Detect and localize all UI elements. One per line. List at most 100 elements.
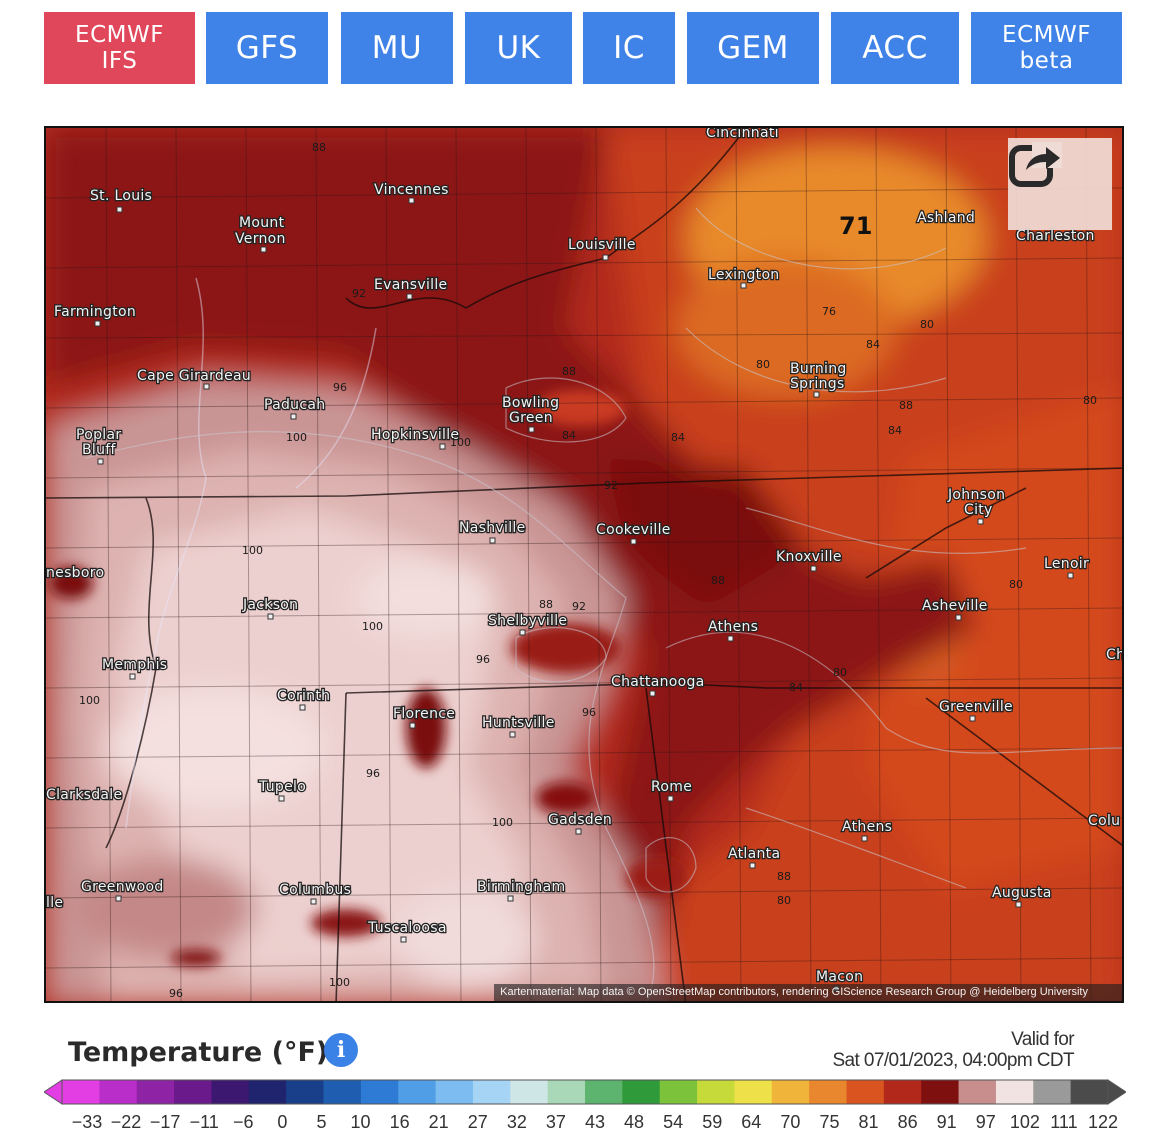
colorbar-tick-label: 59 [702, 1112, 723, 1132]
colorbar-cell [472, 1080, 511, 1104]
valid-for-label: Valid for [1011, 1029, 1074, 1050]
tab-label-line1: ECMWF [75, 22, 164, 48]
city-label: Springs [790, 376, 845, 392]
city-marker [290, 413, 297, 420]
colorbar-cell [510, 1080, 549, 1104]
tab-ecmwf-ifs[interactable]: ECMWF IFS [44, 12, 195, 84]
city-marker [519, 629, 526, 636]
temperature-field [46, 128, 1122, 1001]
city-marker [115, 895, 122, 902]
colorbar-cell [958, 1080, 997, 1104]
tab-mu[interactable]: MU [341, 12, 453, 84]
colorbar-cell [771, 1080, 810, 1104]
contour-label: 88 [539, 598, 553, 611]
colorbar-tick-label: 97 [975, 1112, 996, 1132]
city-marker [409, 722, 416, 729]
city-label: Birmingham [477, 879, 565, 895]
tab-ic[interactable]: IC [583, 12, 675, 84]
contour-label: 76 [822, 305, 836, 318]
city-label: Mount [239, 215, 285, 231]
colorbar-tick-label: 91 [936, 1112, 957, 1132]
city-label: Charleston [1016, 228, 1095, 244]
share-icon [1009, 142, 1062, 187]
contour-label: 80 [1009, 578, 1023, 591]
tab-label: ACC [862, 30, 928, 66]
city-label: Evansville [374, 277, 447, 293]
contour-label: 80 [833, 666, 847, 679]
city-label: Jackson [242, 597, 298, 613]
colorbar-tick-label: 10 [350, 1112, 371, 1132]
contour-label: 84 [866, 338, 880, 351]
city-marker [408, 197, 415, 204]
colorbar-cell [846, 1080, 885, 1104]
city-labels: Cincinnati St. Louis Vincennes Mount Ver… [46, 128, 1122, 986]
contour-label: 88 [777, 870, 791, 883]
contour-label: 88 [562, 365, 576, 378]
contour-label: 96 [333, 381, 347, 394]
tab-gfs[interactable]: GFS [206, 12, 328, 84]
colorbar-cell [398, 1080, 437, 1104]
isotherms [85, 207, 1122, 1001]
city-label: Paducah [264, 397, 325, 413]
colorbar-tick-label: 54 [663, 1112, 684, 1132]
city-label: Macon [816, 969, 863, 985]
tab-acc[interactable]: ACC [831, 12, 959, 84]
city-label: Green [509, 410, 553, 426]
colorbar-cell [435, 1080, 474, 1104]
city-label: Florence [393, 706, 455, 722]
tab-gem[interactable]: GEM [687, 12, 819, 84]
contour-label: 80 [1083, 394, 1097, 407]
city-marker [969, 715, 976, 722]
tab-label: GFS [235, 30, 299, 66]
colorbar-tick-label: −17 [149, 1112, 181, 1132]
info-icon[interactable]: i [324, 1033, 358, 1067]
valid-for-datetime: Sat 07/01/2023, 04:00pm CDT [832, 1050, 1074, 1071]
city-label: Colu [1088, 813, 1120, 829]
contour-label: 100 [492, 816, 513, 829]
contour-label: 100 [79, 694, 100, 707]
city-label: Rome [651, 779, 692, 795]
colorbar-right-arrow [1107, 1079, 1126, 1105]
city-label: Cape Girardeau [137, 368, 251, 384]
city-marker [509, 731, 516, 738]
colorbar-tick-label: 37 [545, 1112, 566, 1132]
colorbar-tick-label: 81 [858, 1112, 879, 1132]
share-button[interactable] [1008, 138, 1112, 230]
colorbar-cell [248, 1080, 287, 1104]
colorbar-cell [1070, 1080, 1109, 1104]
city-label: Poplar [76, 427, 121, 443]
tab-label-line2: IFS [101, 48, 138, 74]
temperature-map[interactable]: Cincinnati St. Louis Vincennes Mount Ver… [44, 126, 1124, 1003]
city-marker [489, 537, 496, 544]
colorbar-tick-label: 122 [1087, 1112, 1119, 1132]
colorbar-cell [659, 1080, 698, 1104]
city-marker [575, 828, 582, 835]
colorbar-tick-label: −6 [233, 1112, 254, 1132]
tab-label: UK [496, 30, 541, 66]
city-label: Nashville [459, 520, 526, 536]
city-label: Ashland [917, 210, 975, 226]
colorbar-left-arrow [44, 1079, 63, 1105]
city-marker [810, 565, 817, 572]
city-marker [861, 835, 868, 842]
contour-label: 88 [899, 399, 913, 412]
colorbar-tick-label: 5 [316, 1112, 327, 1132]
city-label: Shelbyville [488, 613, 567, 629]
city-label: Athens [708, 619, 758, 635]
tab-uk[interactable]: UK [465, 12, 572, 84]
city-label: Burning [790, 361, 847, 377]
city-marker [299, 704, 306, 711]
city-marker [749, 862, 756, 869]
city-marker [310, 898, 317, 905]
city-marker [203, 383, 210, 390]
colorbar-tick-label: 70 [780, 1112, 801, 1132]
colorbar-cells [62, 1080, 1109, 1104]
colorbar-tick-label: 48 [624, 1112, 645, 1132]
city-label: Tupelo [258, 779, 306, 795]
tab-ecmwf-beta[interactable]: ECMWF beta [971, 12, 1122, 84]
city-label: Greenwood [81, 879, 164, 895]
city-label: Memphis [102, 657, 167, 673]
city-label: Lenoir [1044, 556, 1089, 572]
city-marker [649, 690, 656, 697]
colorbar-tick-label: −22 [110, 1112, 142, 1132]
